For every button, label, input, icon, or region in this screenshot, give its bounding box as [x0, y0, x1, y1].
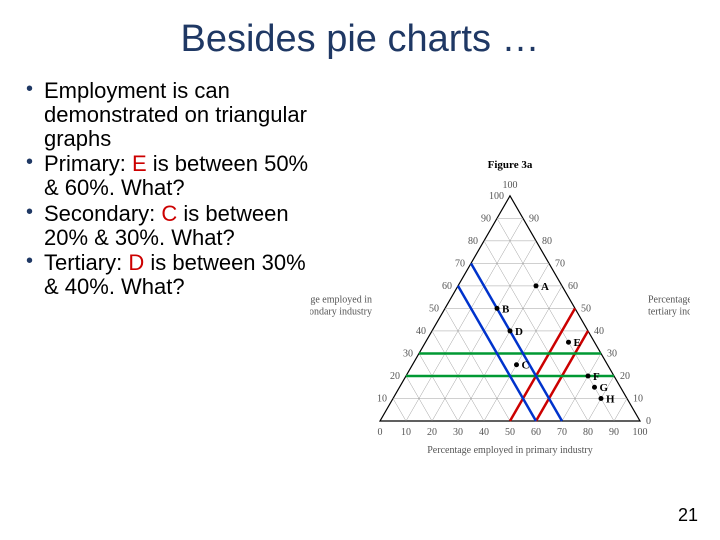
svg-text:10: 10	[633, 393, 643, 404]
svg-text:Percentage employed in: Percentage employed in	[648, 294, 690, 305]
svg-text:70: 70	[555, 258, 565, 269]
svg-text:0: 0	[646, 416, 651, 427]
bullet-text-pre: Secondary:	[44, 201, 161, 226]
slide-title: Besides pie charts …	[0, 0, 720, 71]
svg-text:D: D	[515, 326, 523, 338]
figure-column: Figure 3a1001020304050607080901009080706…	[310, 71, 690, 471]
svg-text:30: 30	[403, 348, 413, 359]
svg-text:70: 70	[455, 258, 465, 269]
svg-text:90: 90	[529, 213, 539, 224]
svg-text:60: 60	[568, 281, 578, 292]
svg-text:40: 40	[416, 326, 426, 337]
content-area: Employment is can demonstrated on triang…	[0, 71, 720, 471]
bullet-column: Employment is can demonstrated on triang…	[20, 71, 310, 471]
svg-text:90: 90	[609, 427, 619, 438]
svg-text:20: 20	[390, 371, 400, 382]
svg-text:30: 30	[453, 427, 463, 438]
svg-text:B: B	[502, 303, 510, 315]
svg-text:G: G	[600, 382, 609, 394]
svg-text:Figure 3a: Figure 3a	[488, 159, 533, 171]
svg-text:F: F	[593, 371, 600, 383]
svg-text:100: 100	[633, 427, 648, 438]
bullet-highlight: D	[128, 250, 144, 275]
ternary-diagram: Figure 3a1001020304050607080901009080706…	[310, 71, 690, 471]
svg-text:40: 40	[479, 427, 489, 438]
svg-text:70: 70	[557, 427, 567, 438]
bullet-text-pre: Primary:	[44, 151, 132, 176]
bullet-list: Employment is can demonstrated on triang…	[20, 79, 310, 299]
svg-text:90: 90	[481, 213, 491, 224]
bullet-text: Employment is can demonstrated on triang…	[44, 78, 307, 151]
svg-text:20: 20	[620, 371, 630, 382]
svg-text:80: 80	[468, 236, 478, 247]
svg-text:50: 50	[581, 303, 591, 314]
svg-text:E: E	[574, 337, 581, 349]
list-item: Primary: E is between 50% & 60%. What?	[20, 152, 310, 200]
list-item: Tertiary: D is between 30% & 40%. What?	[20, 251, 310, 299]
svg-text:C: C	[522, 360, 530, 372]
svg-text:100: 100	[503, 180, 518, 191]
svg-text:0: 0	[378, 427, 383, 438]
svg-text:H: H	[606, 393, 615, 405]
svg-text:80: 80	[583, 427, 593, 438]
svg-text:50: 50	[505, 427, 515, 438]
svg-text:Percentage employed in primary: Percentage employed in primary industry	[427, 445, 593, 456]
svg-text:A: A	[541, 281, 549, 293]
svg-text:Percentage employed in: Percentage employed in	[310, 294, 372, 305]
svg-text:60: 60	[531, 427, 541, 438]
svg-text:80: 80	[542, 236, 552, 247]
svg-text:100: 100	[489, 191, 504, 202]
bullet-highlight: E	[132, 151, 147, 176]
bullet-text-pre: Tertiary:	[44, 250, 128, 275]
page-number: 21	[678, 505, 698, 526]
svg-text:10: 10	[401, 427, 411, 438]
bullet-highlight: C	[161, 201, 177, 226]
list-item: Secondary: C is between 20% & 30%. What?	[20, 202, 310, 250]
svg-text:30: 30	[607, 348, 617, 359]
svg-text:secondary industry: secondary industry	[310, 306, 372, 317]
svg-text:50: 50	[429, 303, 439, 314]
list-item: Employment is can demonstrated on triang…	[20, 79, 310, 150]
svg-text:60: 60	[442, 281, 452, 292]
svg-text:40: 40	[594, 326, 604, 337]
svg-text:20: 20	[427, 427, 437, 438]
svg-text:10: 10	[377, 393, 387, 404]
svg-text:tertiary industry: tertiary industry	[648, 306, 690, 317]
